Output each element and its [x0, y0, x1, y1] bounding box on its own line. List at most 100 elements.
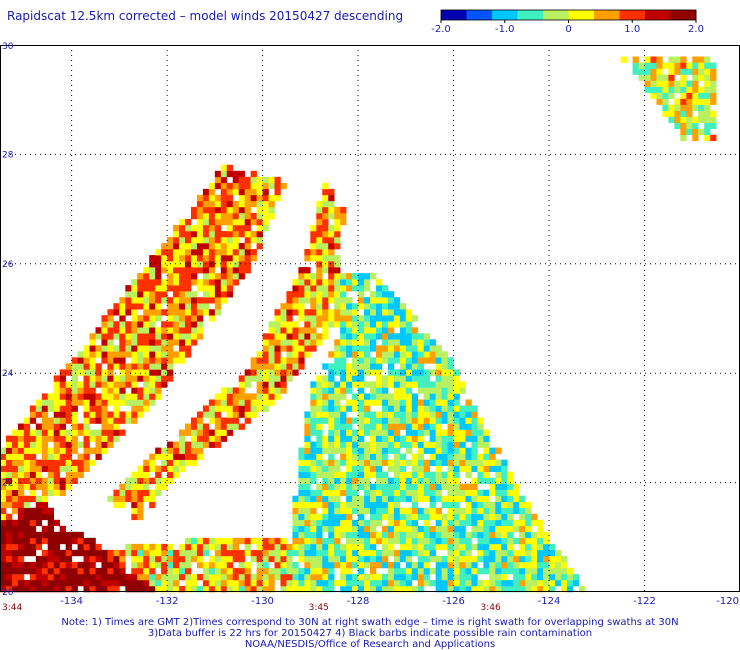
data-cell: [5, 531, 13, 539]
data-cell: [304, 327, 311, 334]
data-cell: [29, 537, 37, 545]
data-cell: [513, 483, 520, 491]
data-cell: [453, 567, 460, 575]
data-cell: [358, 543, 365, 551]
data-cell: [173, 555, 180, 563]
data-cell: [143, 399, 150, 406]
data-cell: [429, 489, 436, 497]
data-cell: [387, 411, 395, 418]
data-cell: [358, 363, 365, 370]
x-tick-label: -132: [156, 596, 179, 607]
data-cell: [220, 194, 228, 202]
data-cell: [471, 531, 478, 539]
data-cell: [680, 110, 687, 117]
data-cell: [11, 459, 19, 466]
data-cell: [334, 435, 341, 442]
data-cell: [411, 333, 419, 340]
data-cell: [352, 381, 359, 388]
data-cell: [202, 194, 210, 202]
data-cell: [268, 351, 275, 358]
data-cell: [274, 369, 281, 376]
data-cell: [489, 579, 496, 587]
data-cell: [411, 429, 419, 436]
data-cell: [495, 519, 502, 527]
data-cell: [167, 555, 174, 563]
data-cell: [83, 417, 90, 424]
data-cell: [262, 537, 269, 545]
data-cell: [495, 495, 502, 503]
data-cell: [155, 255, 162, 262]
data-cell: [501, 501, 508, 509]
data-cell: [125, 333, 132, 340]
data-cell: [423, 339, 430, 346]
data-cell: [328, 525, 335, 533]
data-cell: [405, 369, 413, 376]
data-cell: [53, 549, 60, 557]
data-cell: [131, 549, 138, 557]
data-cell: [441, 555, 448, 563]
data-cell: [53, 489, 60, 497]
data-cell: [560, 561, 568, 569]
data-cell: [698, 92, 705, 99]
data-cell: [459, 555, 466, 563]
data-cell: [483, 513, 490, 521]
data-cell: [77, 387, 84, 394]
data-cell: [304, 411, 311, 418]
data-cell: [304, 483, 311, 491]
data-cell: [244, 399, 251, 406]
data-cell: [477, 441, 484, 448]
data-cell: [232, 218, 240, 226]
data-cell: [417, 585, 425, 593]
data-cell: [161, 381, 168, 388]
data-cell: [119, 303, 126, 310]
data-cell: [340, 579, 347, 587]
data-cell: [256, 387, 263, 394]
data-cell: [125, 339, 132, 346]
data-cell: [53, 375, 60, 382]
data-cell: [381, 405, 389, 412]
data-cell: [525, 549, 532, 557]
data-cell: [280, 309, 287, 316]
data-cell: [173, 579, 180, 587]
data-cell: [107, 561, 114, 569]
data-cell: [352, 327, 359, 334]
data-cell: [346, 495, 353, 503]
data-cell: [519, 555, 526, 563]
data-cell: [375, 357, 383, 364]
data-cell: [525, 567, 532, 575]
data-cell: [543, 561, 550, 569]
data-cell: [453, 423, 460, 430]
data-cell: [447, 411, 454, 418]
data-cell: [35, 495, 43, 503]
data-cell: [340, 561, 347, 569]
data-cell: [250, 249, 257, 256]
data-cell: [513, 519, 520, 527]
data-cell: [328, 495, 335, 503]
data-cell: [710, 98, 717, 105]
data-cell: [41, 483, 49, 491]
data-cell: [179, 218, 186, 226]
data-cell: [555, 573, 562, 581]
data-cell: [185, 447, 192, 454]
data-cell: [101, 417, 108, 424]
data-cell: [471, 423, 478, 430]
data-cell: [190, 279, 198, 286]
data-cell: [531, 513, 538, 521]
data-cell: [381, 393, 389, 400]
data-cell: [196, 537, 204, 545]
data-cell: [381, 339, 389, 346]
data-cell: [441, 363, 448, 370]
data-cell: [310, 333, 317, 340]
data-cell: [346, 507, 353, 515]
data-cell: [698, 68, 705, 75]
data-cell: [346, 381, 353, 388]
data-cell: [322, 236, 329, 244]
data-cell: [214, 291, 222, 298]
data-cell: [531, 537, 538, 545]
data-cell: [465, 447, 472, 454]
data-cell: [149, 399, 156, 406]
data-cell: [137, 333, 144, 340]
data-cell: [417, 483, 425, 491]
data-cell: [447, 501, 454, 509]
data-cell: [405, 573, 413, 581]
